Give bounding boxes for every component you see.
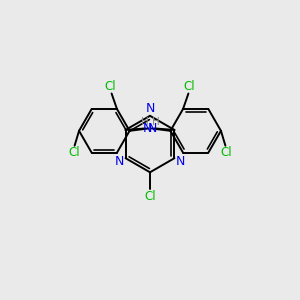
Text: Cl: Cl (144, 190, 156, 203)
Text: N: N (148, 122, 157, 135)
Text: N: N (143, 122, 152, 135)
Text: N: N (145, 102, 155, 115)
Text: Cl: Cl (68, 146, 80, 159)
Text: Cl: Cl (105, 80, 116, 93)
Text: N: N (176, 155, 186, 168)
Text: N: N (114, 155, 124, 168)
Text: H: H (152, 117, 159, 127)
Text: Cl: Cl (220, 146, 232, 159)
Text: Cl: Cl (184, 80, 195, 93)
Text: H: H (141, 117, 148, 127)
